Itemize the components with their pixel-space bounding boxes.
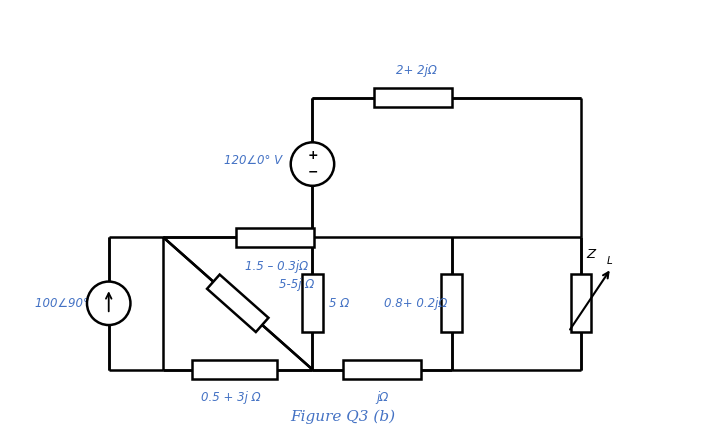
Text: Z: Z — [586, 248, 595, 261]
Circle shape — [291, 142, 334, 186]
FancyBboxPatch shape — [236, 228, 314, 247]
Text: 1.5 – 0.3jΩ: 1.5 – 0.3jΩ — [245, 260, 308, 273]
Text: Figure Q3 (b): Figure Q3 (b) — [290, 410, 395, 424]
Text: −: − — [307, 166, 318, 179]
Text: 5 Ω: 5 Ω — [330, 297, 350, 310]
Circle shape — [87, 282, 130, 325]
FancyBboxPatch shape — [441, 274, 462, 332]
Text: 100∠90° A: 100∠90° A — [35, 297, 101, 310]
FancyBboxPatch shape — [192, 360, 276, 379]
FancyBboxPatch shape — [302, 274, 323, 332]
FancyBboxPatch shape — [343, 360, 421, 379]
Text: 0.8+ 0.2jΩ: 0.8+ 0.2jΩ — [384, 297, 447, 310]
Text: +: + — [307, 149, 318, 162]
Text: 120∠0° V: 120∠0° V — [224, 154, 282, 167]
Text: 5-5j Ω: 5-5j Ω — [279, 278, 314, 291]
FancyBboxPatch shape — [374, 89, 451, 107]
FancyBboxPatch shape — [570, 274, 591, 332]
Polygon shape — [207, 274, 269, 332]
Text: 0.5 + 3j Ω: 0.5 + 3j Ω — [201, 391, 261, 404]
Text: 2+ 2jΩ: 2+ 2jΩ — [395, 64, 436, 77]
Text: L: L — [606, 256, 612, 266]
Text: jΩ: jΩ — [376, 391, 388, 404]
